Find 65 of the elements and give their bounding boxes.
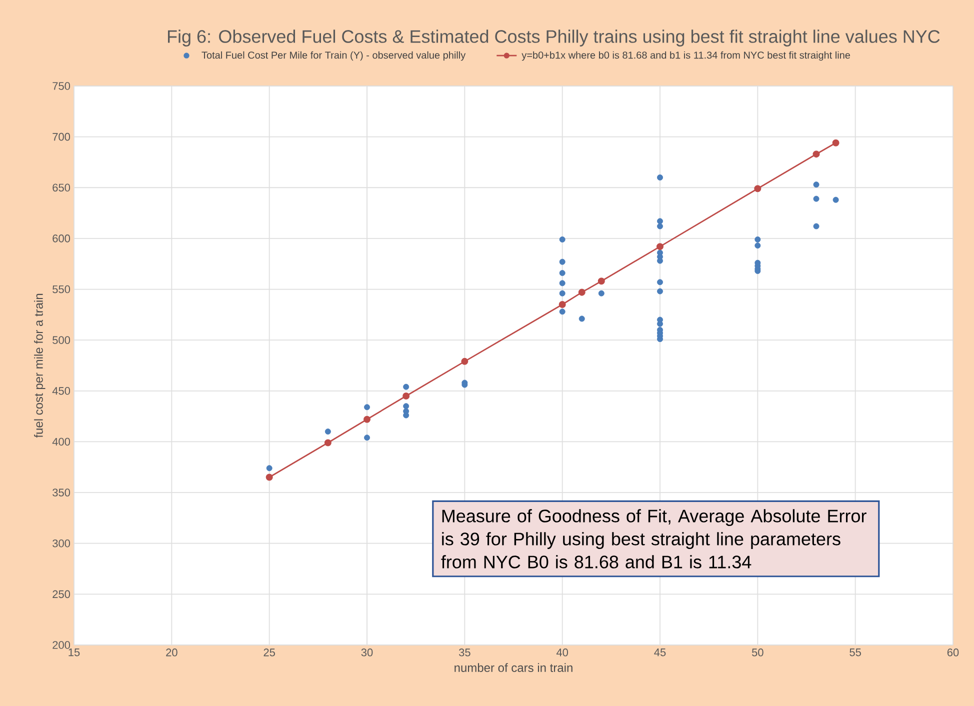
point (578, 288, 586, 296)
x-tick-label: 40 (556, 648, 568, 656)
point (364, 434, 370, 441)
point (578, 316, 585, 322)
y-axis-title: fuel cost per mile for a train (34, 294, 46, 438)
y-tick-label: 650 (52, 184, 70, 192)
point (813, 182, 820, 188)
point (559, 236, 566, 242)
point (461, 358, 468, 365)
legend-label: y=b0+b1x where b0 is 81.68 and b1 is 11.34 from NYC best fit straight line (522, 51, 850, 61)
point (324, 428, 331, 435)
point (813, 196, 820, 202)
point (559, 290, 566, 296)
y-tick-label: 450 (52, 387, 70, 395)
point (364, 416, 371, 423)
point (266, 465, 272, 472)
point (832, 196, 839, 203)
point (754, 185, 762, 192)
y-tick-label: 200 (52, 641, 70, 649)
point (598, 278, 605, 285)
point (403, 384, 410, 390)
point (403, 403, 410, 410)
point (402, 392, 410, 400)
point (657, 223, 663, 230)
y-tick-label: 750 (52, 82, 70, 90)
point (559, 270, 566, 276)
point (559, 280, 566, 286)
point (812, 150, 820, 158)
point (266, 474, 273, 481)
y-tick-label: 300 (52, 539, 70, 548)
y-tick-label: 600 (52, 234, 70, 242)
point (364, 404, 370, 410)
point (657, 288, 663, 294)
x-tick-label: 30 (361, 648, 373, 656)
point (558, 301, 566, 308)
point (754, 236, 761, 242)
point (813, 223, 820, 230)
x-tick-label: 60 (947, 648, 959, 656)
point (657, 218, 663, 224)
x-tick-label: 50 (752, 648, 764, 656)
x-tick-label: 20 (166, 648, 178, 656)
y-tick-label: 400 (52, 438, 70, 446)
point (559, 258, 566, 265)
point (832, 139, 840, 146)
x-tick-label: 35 (458, 648, 470, 656)
x-tick-label: 55 (850, 648, 861, 656)
y-tick-label: 350 (52, 488, 70, 496)
x-axis-title: number of cars in train (454, 663, 572, 672)
point (598, 290, 604, 296)
legend-label: Total Fuel Cost Per Mile for Train (Y) - observed value philly (202, 51, 466, 61)
point (657, 174, 663, 180)
y-tick-label: 700 (52, 132, 70, 141)
y-tick-label: 250 (52, 590, 70, 598)
chart-title: Fig 6: Observed Fuel Costs & Estimated Costs Philly trains using best fit straight line values NYC (168, 30, 940, 46)
x-tick-label: 25 (264, 648, 275, 656)
x-tick-label: 45 (654, 648, 666, 656)
point (754, 242, 761, 249)
annotation: Measure of Goodness of Fit, Average Absolute Error is 39 for Philly using best straight line parameters from NYC B0 is 81.68 and B1 is 11.34 (441, 509, 866, 568)
point (324, 439, 332, 446)
y-tick-label: 550 (52, 285, 70, 294)
y-tick-label: 500 (52, 336, 70, 344)
point (657, 279, 663, 286)
x-tick-label: 15 (68, 648, 80, 656)
point (656, 243, 664, 250)
point (559, 308, 566, 315)
